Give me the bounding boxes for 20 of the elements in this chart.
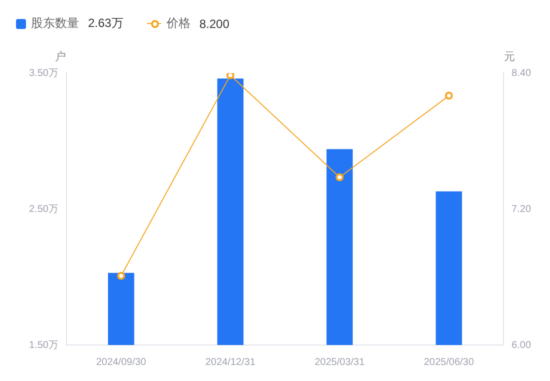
- y-tick-label: 2.50万: [28, 204, 58, 215]
- y-tick-label: 3.50万: [28, 68, 58, 79]
- x-tick-label: 2024/09/30: [96, 356, 147, 368]
- x-tick-label: 2025/03/31: [314, 356, 366, 368]
- y2-axis-title: 元: [504, 50, 516, 63]
- point: [117, 272, 126, 280]
- y2-tick-label: 7.20: [512, 204, 532, 215]
- point: [336, 173, 344, 182]
- x-tick-label: 2025/06/30: [424, 356, 474, 368]
- point: [226, 73, 234, 80]
- text: 2.63万: [88, 15, 124, 32]
- text: 8.200: [199, 16, 230, 30]
- y-tick-label: 1.50万: [28, 340, 58, 351]
- y2-tick-label: 8.40: [512, 68, 532, 79]
- point: [444, 92, 453, 100]
- legend-label: 价格: [166, 15, 190, 32]
- y-axis-title: 户: [54, 50, 66, 63]
- x-tick-label: 2024/12/31: [205, 356, 256, 368]
- y2-tick-label: 6.00: [512, 340, 532, 351]
- legend-label: 股东数量: [31, 15, 79, 32]
